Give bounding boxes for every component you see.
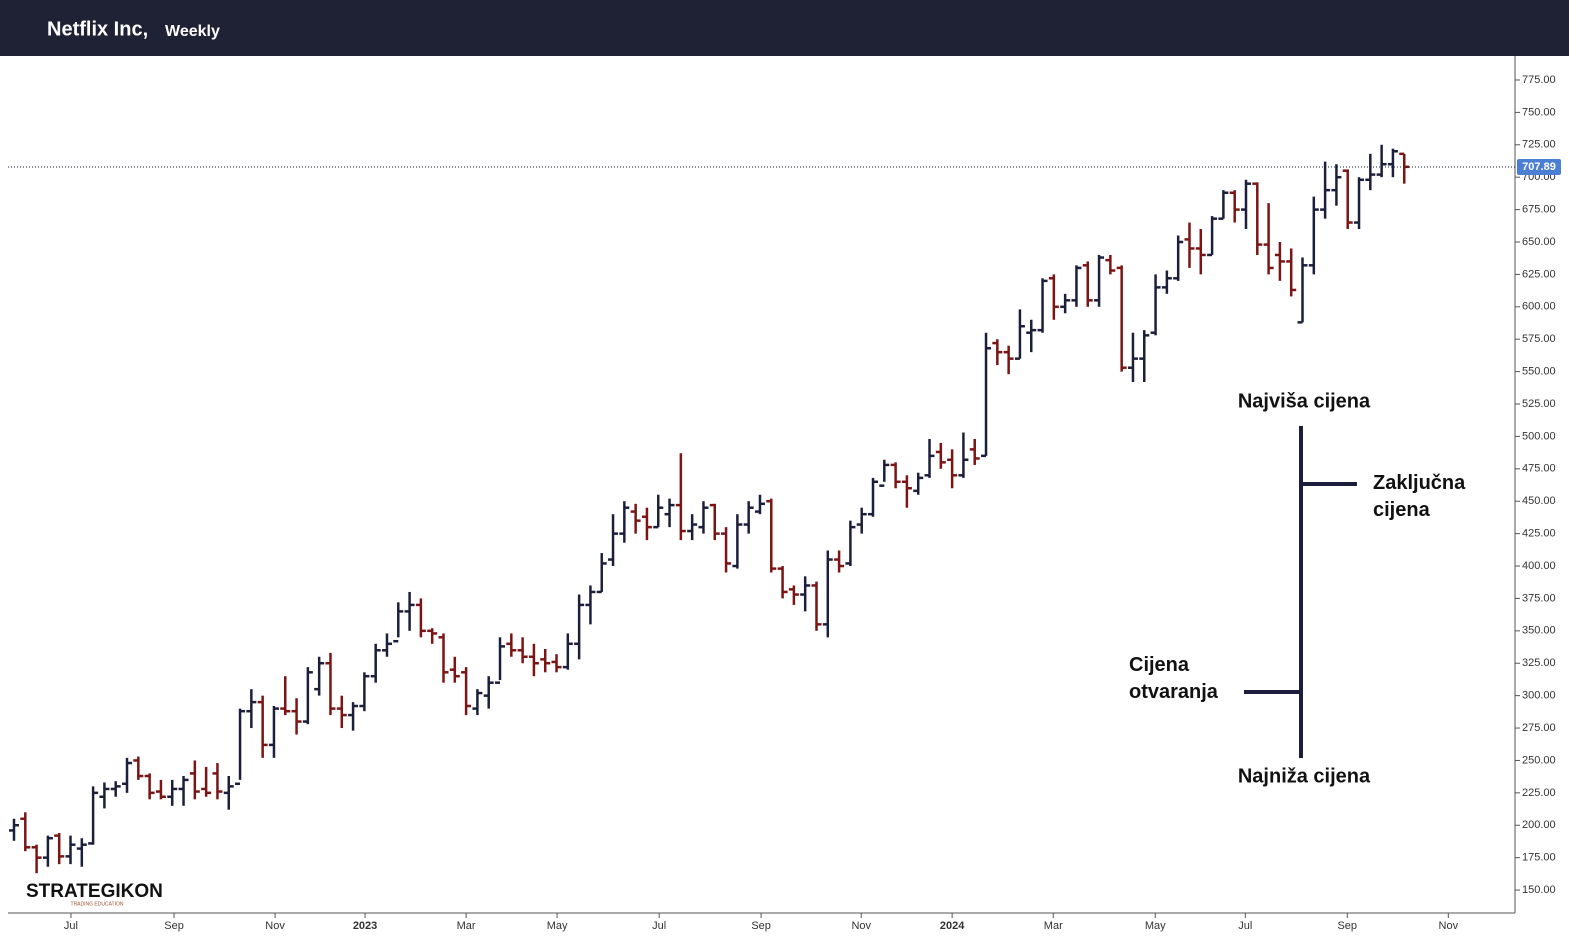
y-tick-label: 475.00 (1522, 463, 1556, 475)
y-tick-label: 650.00 (1522, 236, 1556, 248)
last-price-label: 707.89 (1522, 161, 1556, 173)
annotation-low: Najniža cijena (1238, 765, 1371, 787)
y-tick-label: 300.00 (1522, 690, 1556, 702)
y-tick-label: 275.00 (1522, 722, 1556, 734)
y-tick-label: 200.00 (1522, 819, 1556, 831)
x-tick-label: Jul (64, 920, 78, 932)
y-tick-label: 500.00 (1522, 430, 1556, 442)
y-tick-label: 400.00 (1522, 560, 1556, 572)
x-tick-label: Sep (751, 920, 771, 932)
interval: Weekly (165, 23, 220, 40)
ohlc-diagram (1244, 426, 1357, 758)
chart-title: Netflix Inc, (47, 18, 148, 40)
x-tick-label: Nov (265, 920, 285, 932)
y-tick-label: 600.00 (1522, 301, 1556, 313)
y-tick-label: 250.00 (1522, 754, 1556, 766)
annotation-close-box: Zaključna cijena (1373, 472, 1466, 521)
annotation-open: Cijena otvaranja (1129, 654, 1218, 703)
y-tick-label: 675.00 (1522, 203, 1556, 215)
x-tick-label: Sep (1337, 920, 1357, 932)
x-tick-label: Nov (851, 920, 871, 932)
y-tick-label: 725.00 (1522, 139, 1556, 151)
x-tick-label: May (1145, 920, 1166, 932)
x-tick-label: Nov (1439, 920, 1459, 932)
y-tick-label: 525.00 (1522, 398, 1556, 410)
logo: STRATEGIKON (26, 881, 163, 902)
x-tick-label: May (547, 920, 568, 932)
x-tick-label: Jul (652, 920, 666, 932)
y-tick-label: 450.00 (1522, 495, 1556, 507)
x-tick-label: Mar (1044, 920, 1063, 932)
x-tick-label: 2024 (940, 920, 965, 932)
y-tick-label: 225.00 (1522, 787, 1556, 799)
y-tick-label: 425.00 (1522, 528, 1556, 540)
x-tick-label: Sep (164, 920, 184, 932)
annotation-close: Zaključna cijena (1373, 472, 1466, 521)
y-tick-label: 375.00 (1522, 592, 1556, 604)
annotation-open-box: Cijena otvaranja (1129, 654, 1218, 703)
y-tick-label: 625.00 (1522, 268, 1556, 280)
x-tick-label: Mar (457, 920, 476, 932)
y-tick-label: 775.00 (1522, 74, 1556, 86)
y-tick-label: 175.00 (1522, 852, 1556, 864)
last-price-box (1517, 158, 1561, 175)
y-tick-label: 350.00 (1522, 625, 1556, 637)
y-tick-label: 325.00 (1522, 657, 1556, 669)
y-tick-label: 150.00 (1522, 884, 1556, 896)
header-bar (0, 0, 1569, 56)
annotation-high: Najviša cijena (1238, 390, 1371, 412)
y-tick-label: 575.00 (1522, 333, 1556, 345)
y-tick-label: 550.00 (1522, 366, 1556, 378)
x-tick-label: 2023 (353, 920, 377, 932)
logo-tagline: TRADING EDUCATION (71, 901, 124, 907)
y-tick-label: 750.00 (1522, 106, 1556, 118)
x-tick-label: Jul (1238, 920, 1252, 932)
